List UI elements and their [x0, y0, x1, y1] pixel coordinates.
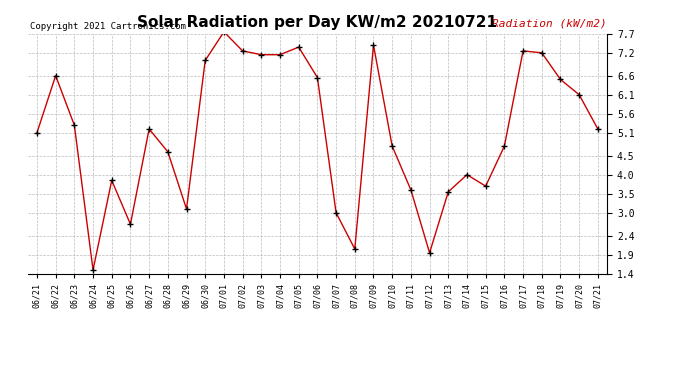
Text: Copyright 2021 Cartronics.com: Copyright 2021 Cartronics.com	[30, 22, 186, 32]
Title: Solar Radiation per Day KW/m2 20210721: Solar Radiation per Day KW/m2 20210721	[137, 15, 497, 30]
Text: Radiation (kW/m2): Radiation (kW/m2)	[493, 19, 607, 29]
